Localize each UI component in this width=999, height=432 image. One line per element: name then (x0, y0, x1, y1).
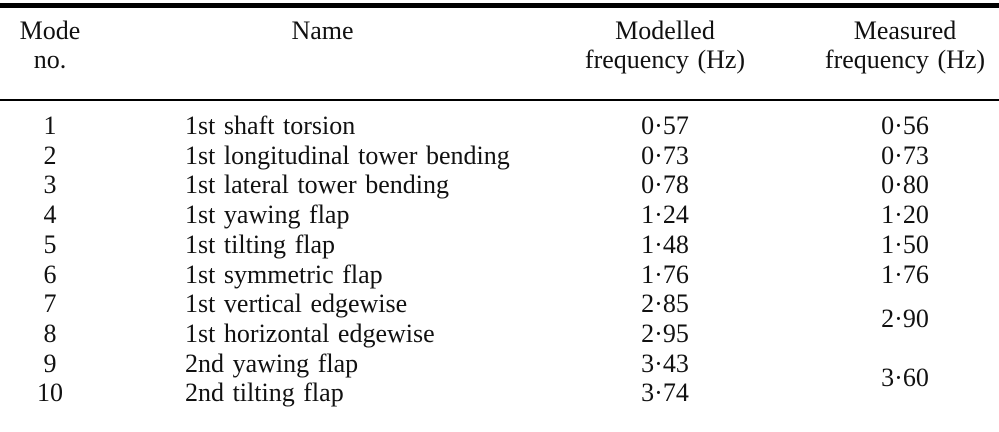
mode-cell: 7 (43, 289, 57, 319)
table-row: 9 2nd yawing flap 3·43 3·60 (0, 348, 999, 393)
column-header-name-line: Name (291, 16, 354, 45)
table-row: 4 1st yawing flap 1·24 1·20 (0, 200, 999, 230)
name-cell: 1st horizontal edgewise (185, 318, 435, 348)
column-header-modelled: Modelled frequency (Hz) (545, 5, 785, 101)
table-row: 3 1st lateral tower bending 0·78 0·80 (0, 170, 999, 200)
mode-cell: 9 (43, 348, 57, 378)
table-row: 8 1st horizontal edgewise 2·95 (0, 319, 999, 349)
modelled-cell: 3·74 (641, 378, 689, 408)
modelled-cell: 1·48 (641, 229, 689, 259)
column-header-name: Name (100, 5, 545, 101)
name-cell: 1st shaft torsion (185, 111, 356, 140)
name-cell: 2nd tilting flap (185, 378, 344, 408)
column-header-measured-line: Measured (853, 16, 957, 45)
column-header-modelled-line: frequency (Hz) (584, 45, 746, 74)
mode-cell: 6 (43, 259, 57, 289)
table-body: 1 1st shaft torsion 0·57 0·56 2 1st longitudi… (0, 100, 999, 408)
modelled-cell: 2·95 (641, 318, 689, 348)
mode-cell: 5 (43, 229, 57, 259)
table-row: 7 1st vertical edgewise 2·85 2·90 (0, 289, 999, 333)
name-cell: 1st vertical edgewise (185, 289, 408, 319)
measured-cell: 1·50 (881, 229, 929, 259)
column-header-measured: Measured frequency (Hz) (785, 5, 999, 101)
mode-cell: 3 (43, 170, 57, 200)
mode-cell: 1 (43, 111, 57, 140)
name-cell: 1st longitudinal tower bending (185, 140, 510, 170)
measured-cell: 0·80 (881, 170, 929, 200)
table-row: 10 2nd tilting flap 3·74 (0, 378, 999, 408)
table-row: 2 1st longitudinal tower bending 0·73 0·73 (0, 141, 999, 171)
modal-frequencies-table: Mode no. Name Modelled frequency (Hz) Measur… (0, 3, 999, 408)
modal-frequencies-table-container: Mode no. Name Modelled frequency (Hz) Measur… (0, 3, 999, 408)
name-cell: 1st yawing flap (185, 200, 350, 230)
column-header-modelled-line: Modelled (615, 16, 715, 45)
measured-cell: 2·90 (881, 304, 929, 334)
name-cell: 1st tilting flap (185, 229, 336, 259)
measured-cell: 3·60 (881, 363, 929, 393)
modelled-cell: 0·78 (641, 170, 689, 200)
modelled-cell: 1·24 (641, 200, 689, 230)
measured-cell: 1·76 (881, 259, 929, 289)
table-row: 5 1st tilting flap 1·48 1·50 (0, 230, 999, 260)
measured-cell: 0·73 (881, 140, 929, 170)
table-row: 6 1st symmetric flap 1·76 1·76 (0, 260, 999, 290)
table-header-row: Mode no. Name Modelled frequency (Hz) Measur… (0, 5, 999, 101)
modelled-cell: 2·85 (641, 289, 689, 319)
mode-cell: 2 (43, 140, 57, 170)
table-row: 1 1st shaft torsion 0·57 0·56 (0, 100, 999, 141)
column-header-mode: Mode no. (0, 5, 100, 101)
name-cell: 2nd yawing flap (185, 348, 359, 378)
modelled-cell: 0·57 (641, 111, 689, 140)
table-header: Mode no. Name Modelled frequency (Hz) Measur… (0, 5, 999, 101)
name-cell: 1st lateral tower bending (185, 170, 449, 200)
mode-cell: 4 (43, 200, 57, 230)
mode-cell: 10 (37, 378, 63, 408)
measured-cell: 0·56 (881, 111, 929, 140)
column-header-mode-line: Mode no. (19, 16, 81, 74)
column-header-measured-line: frequency (Hz) (824, 45, 986, 74)
modelled-cell: 0·73 (641, 140, 689, 170)
mode-cell: 8 (43, 318, 57, 348)
modelled-cell: 1·76 (641, 259, 689, 289)
name-cell: 1st symmetric flap (185, 259, 383, 289)
modelled-cell: 3·43 (641, 348, 689, 378)
measured-cell: 1·20 (881, 200, 929, 230)
